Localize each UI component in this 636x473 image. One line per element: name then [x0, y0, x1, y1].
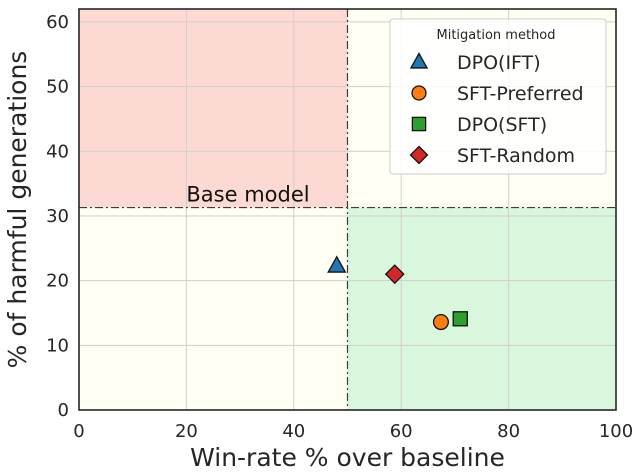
- legend-label-dpo-ift: DPO(IFT): [457, 52, 541, 74]
- x-tick-label: 40: [282, 421, 305, 442]
- y-tick-label: 20: [46, 271, 69, 292]
- y-tick-label: 30: [46, 206, 69, 227]
- y-axis-label: % of harmful generations: [3, 51, 32, 369]
- legend-marker-dpo-sft: [411, 116, 427, 132]
- y-tick-label: 0: [58, 400, 69, 421]
- y-tick-label: 50: [46, 77, 69, 98]
- legend-marker-sft-preferred: [411, 85, 427, 101]
- legend-label-dpo-sft: DPO(SFT): [457, 114, 547, 136]
- data-points: [327, 255, 468, 331]
- x-tick-label: 100: [599, 421, 633, 442]
- x-tick-label: 0: [73, 421, 84, 442]
- data-point-dpo-ift: [327, 255, 347, 273]
- legend-marker-sft-random: [409, 145, 429, 165]
- y-tick-label: 40: [46, 141, 69, 162]
- y-tick-label: 60: [46, 12, 69, 33]
- data-point-dpo-sft: [452, 311, 468, 327]
- x-axis-ticks: 0 20 40 60 80 100: [73, 421, 633, 442]
- legend-marker-dpo-ift: [409, 52, 429, 69]
- baseline-reference-lines: [79, 9, 616, 410]
- x-tick-label: 20: [175, 421, 198, 442]
- legend-box: [389, 18, 607, 175]
- y-tick-label: 10: [46, 335, 69, 356]
- x-axis-label: Win-rate % over baseline: [190, 443, 505, 472]
- legend: Mitigation method DPO(IFT)SFT-PreferredD…: [389, 18, 607, 175]
- legend-items: DPO(IFT) SFT-Preferred DPO(SFT) SFT-Random: [409, 52, 584, 167]
- legend-title: Mitigation method: [437, 28, 556, 43]
- x-tick-label: 80: [497, 421, 520, 442]
- base-model-annotation: Base model: [186, 183, 309, 207]
- y-axis-ticks: 0 10 20 30 40 50 60: [46, 12, 69, 421]
- legend-label-sft-random: SFT-Random: [457, 145, 575, 167]
- data-point-sft-preferred: [432, 314, 449, 331]
- region-harmful: [79, 9, 348, 208]
- legend-label-sft-preferred: SFT-Preferred: [457, 83, 584, 105]
- region-good: [347, 207, 616, 410]
- data-point-sft-random: [384, 264, 405, 285]
- x-tick-label: 60: [390, 421, 413, 442]
- plot-frame: [78, 8, 617, 411]
